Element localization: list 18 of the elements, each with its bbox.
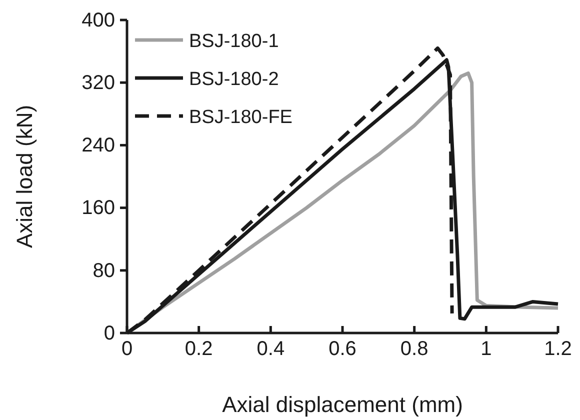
x-axis-title: Axial displacement (mm) xyxy=(222,392,463,417)
y-tick-label: 320 xyxy=(82,72,115,94)
legend-label: BSJ-180-FE xyxy=(189,107,292,128)
y-tick-label: 80 xyxy=(92,260,115,282)
y-axis-title: Axial load (kN) xyxy=(12,104,37,248)
x-tick-label: 0.6 xyxy=(328,338,356,360)
y-tick-label: 0 xyxy=(104,322,115,344)
x-tick-label: 0.4 xyxy=(256,338,285,360)
x-tick-label: 0 xyxy=(121,338,133,360)
y-tick-label: 400 xyxy=(82,9,115,32)
x-tick-label: 0.8 xyxy=(400,338,428,360)
legend-label: BSJ-180-2 xyxy=(189,69,279,90)
y-tick-label: 160 xyxy=(82,197,115,220)
x-tick-label: 0.2 xyxy=(184,338,213,360)
x-tick-label: 1 xyxy=(480,338,492,360)
y-tick-label: 240 xyxy=(82,134,115,157)
legend-label: BSJ-180-1 xyxy=(189,31,279,52)
x-tick-label: 1.2 xyxy=(544,338,572,360)
